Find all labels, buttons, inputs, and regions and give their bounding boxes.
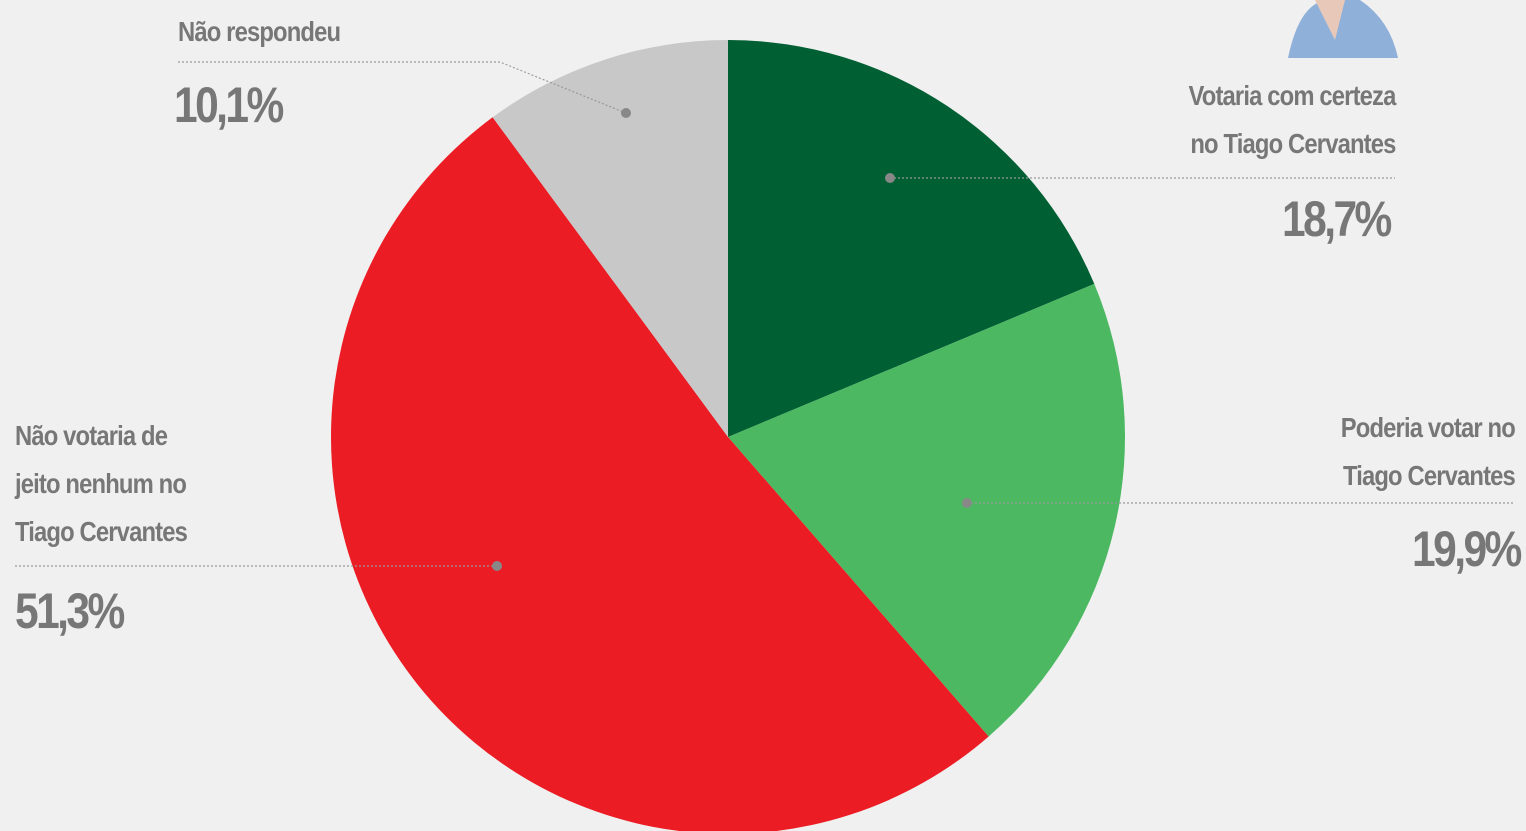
value-label: 19,9% — [1412, 521, 1522, 577]
pie-slice — [331, 117, 989, 831]
slice-label: Poderia votar no Tiago Cervantes — [1340, 412, 1516, 491]
value-label: 10,1% — [174, 77, 284, 133]
leader-dot — [492, 561, 502, 571]
value-label: 18,7% — [1282, 191, 1392, 247]
slice-label: Votaria com certeza no Tiago Cervantes — [1188, 80, 1396, 159]
pie-slice — [492, 40, 728, 437]
leader-dot — [885, 173, 895, 183]
leader-line — [178, 61, 627, 114]
pie-slice — [728, 283, 1125, 737]
slice-label: Não votaria de jeito nenhum no Tiago Cer… — [15, 420, 188, 547]
avatar — [1288, 0, 1398, 58]
pie-slice — [728, 40, 1095, 437]
slice-label: Não respondeu — [178, 16, 341, 47]
leader-dot — [962, 498, 972, 508]
value-label: 51,3% — [15, 583, 125, 639]
leader-dot — [621, 108, 631, 118]
